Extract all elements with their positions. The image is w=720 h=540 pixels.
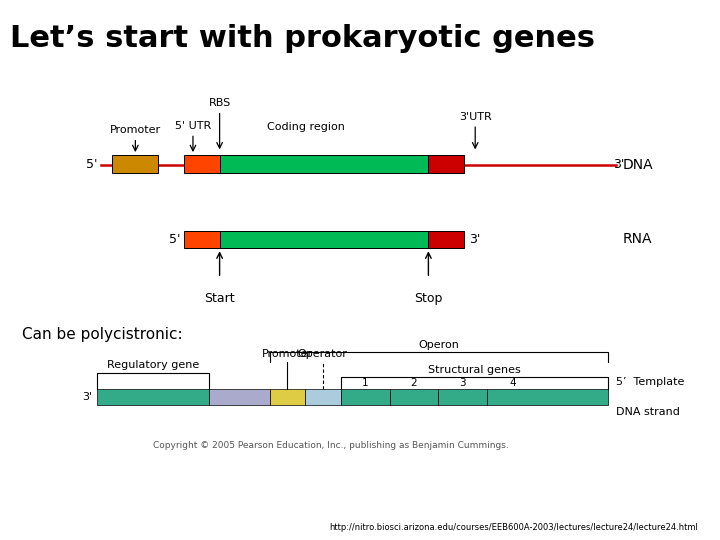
Text: Operon: Operon: [419, 340, 459, 350]
Text: 5’  Template: 5’ Template: [616, 377, 684, 387]
Bar: [270, 389, 305, 405]
Text: Operator: Operator: [297, 349, 348, 359]
Bar: [487, 389, 608, 405]
Text: RBS: RBS: [209, 98, 230, 108]
Text: Stop: Stop: [414, 292, 443, 305]
Bar: [112, 155, 158, 173]
Text: Start: Start: [204, 292, 235, 305]
Bar: [209, 389, 270, 405]
Text: Let’s start with prokaryotic genes: Let’s start with prokaryotic genes: [10, 24, 595, 53]
Text: Copyright © 2005 Pearson Education, Inc., publishing as Benjamin Cummings.: Copyright © 2005 Pearson Education, Inc.…: [153, 441, 509, 450]
Bar: [220, 155, 428, 173]
Text: RNA: RNA: [623, 232, 652, 246]
Text: 4: 4: [509, 377, 516, 388]
Text: Promoter: Promoter: [109, 125, 161, 135]
Text: Structural genes: Structural genes: [428, 364, 521, 375]
Bar: [428, 231, 464, 248]
Text: 3'UTR: 3'UTR: [459, 111, 492, 122]
Text: Can be polycistronic:: Can be polycistronic:: [22, 327, 182, 342]
Bar: [438, 389, 487, 405]
Text: 5': 5': [86, 158, 97, 171]
Text: http://nitro.biosci.arizona.edu/courses/EEB600A-2003/lectures/lecture24/lecture2: http://nitro.biosci.arizona.edu/courses/…: [330, 523, 698, 532]
Text: 3': 3': [613, 158, 624, 171]
Bar: [305, 389, 341, 405]
Text: DNA: DNA: [623, 158, 654, 172]
Text: 3': 3': [82, 392, 92, 402]
Text: 5': 5': [168, 233, 180, 246]
Text: Coding region: Coding region: [267, 122, 345, 132]
Text: Promoter: Promoter: [261, 349, 313, 359]
Text: 1: 1: [361, 377, 369, 388]
Text: 3': 3': [469, 233, 480, 246]
Text: 5' UTR: 5' UTR: [175, 120, 211, 131]
Bar: [97, 389, 209, 405]
Bar: [428, 155, 464, 173]
Bar: [184, 231, 220, 248]
Text: 2: 2: [410, 377, 418, 388]
Bar: [341, 389, 390, 405]
Bar: [184, 155, 220, 173]
Bar: [220, 231, 428, 248]
Text: 3: 3: [459, 377, 467, 388]
Bar: [390, 389, 438, 405]
Text: DNA strand: DNA strand: [616, 407, 680, 417]
Text: Regulatory gene: Regulatory gene: [107, 360, 199, 370]
